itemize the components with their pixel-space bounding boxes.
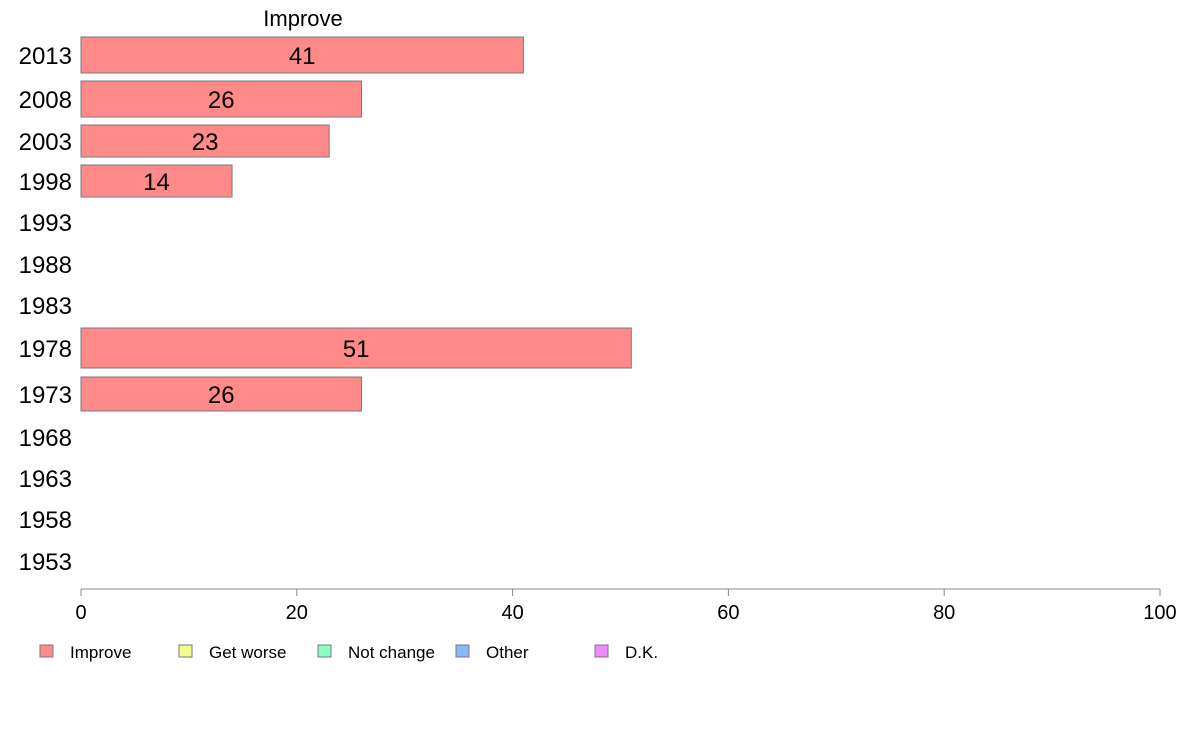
- bar: [80, 376, 363, 412]
- legend-label: D.K.: [625, 643, 658, 662]
- bar: [80, 124, 330, 158]
- category-label: 2013: [19, 43, 72, 70]
- category-label: 1958: [19, 507, 72, 534]
- legend-label: Improve: [70, 643, 131, 662]
- legend-swatch: [317, 644, 332, 658]
- bar-value-label: 41: [289, 43, 316, 70]
- category-label: 1978: [19, 336, 72, 363]
- legend: Improve Get worse Not change Other D.K.: [39, 643, 658, 662]
- bar: [80, 164, 233, 198]
- category-labels: 2013 2008 2003 1998 1993 1988 1983 1978 1973 1968…: [19, 43, 72, 576]
- x-tick-label: 20: [286, 602, 308, 624]
- bars: [80, 36, 632, 412]
- bar: [80, 327, 632, 369]
- x-tick-label: 0: [75, 602, 86, 624]
- x-tick-label: 40: [501, 602, 523, 624]
- category-label: 1998: [19, 169, 72, 196]
- bar-value-label: 14: [143, 169, 170, 196]
- category-label: 1988: [19, 252, 72, 279]
- bar-value-label: 26: [208, 382, 235, 409]
- bar: [80, 36, 524, 74]
- x-tick-label: 100: [1143, 602, 1176, 624]
- bar: [80, 80, 363, 118]
- category-label: 1968: [19, 425, 72, 452]
- category-label: 1963: [19, 466, 72, 493]
- bar-value-label: 26: [208, 87, 235, 114]
- x-tick-label: 80: [933, 602, 955, 624]
- series-title: Improve: [263, 6, 342, 31]
- legend-label: Other: [486, 643, 529, 662]
- legend-swatch: [39, 644, 54, 658]
- category-label: 1973: [19, 382, 72, 409]
- legend-swatch: [455, 644, 470, 658]
- bar-value-label: 51: [343, 336, 370, 363]
- legend-swatch: [594, 644, 609, 658]
- x-axis-ticks: 0 20 40 60 80 100: [75, 589, 1177, 624]
- legend-label: Get worse: [209, 643, 286, 662]
- x-tick-label: 60: [717, 602, 739, 624]
- category-label: 1993: [19, 210, 72, 237]
- legend-swatch: [178, 644, 193, 658]
- legend-label: Not change: [348, 643, 435, 662]
- category-label: 1983: [19, 293, 72, 320]
- category-label: 1953: [19, 549, 72, 576]
- category-label: 2008: [19, 87, 72, 114]
- category-label: 2003: [19, 129, 72, 156]
- bar-value-label: 23: [192, 129, 219, 156]
- bar-value-labels: 41 26 23 14 51 26: [143, 43, 369, 409]
